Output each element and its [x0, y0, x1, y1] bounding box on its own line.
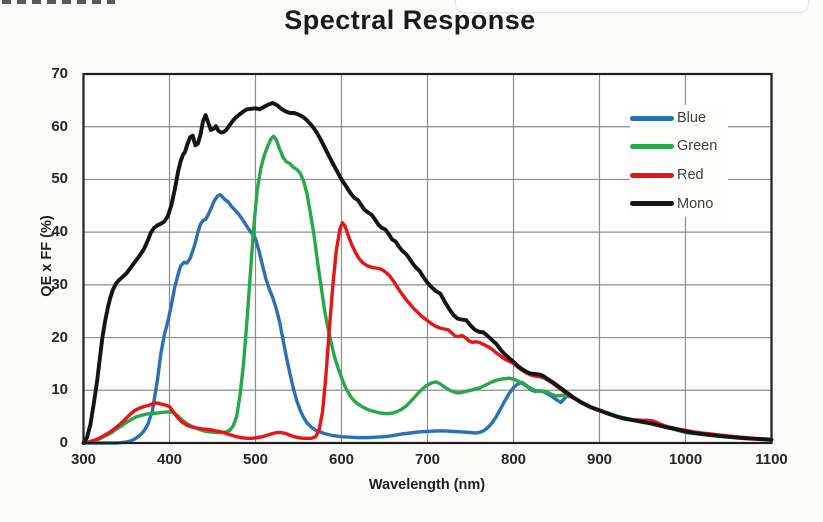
x-axis-title: Wavelength (nm)	[368, 477, 486, 493]
legend-swatch-green	[630, 144, 674, 150]
series-mono-curve	[81, 101, 774, 445]
x-tick-1100: 1100	[755, 451, 788, 468]
y-tick-70: 70	[51, 65, 68, 82]
legend-item-blue: Blue	[630, 106, 728, 130]
legend: Blue Green Red Mono	[630, 105, 728, 217]
y-tick-0: 0	[59, 434, 68, 451]
cropped-text-fragment	[2, 0, 115, 4]
y-tick-60: 60	[51, 117, 68, 135]
legend-label-blue: Blue	[677, 109, 707, 126]
y-tick-40: 40	[51, 223, 68, 241]
x-tick-500: 500	[242, 451, 269, 468]
y-tick-20: 20	[51, 328, 68, 346]
chart-title: Spectral Response	[284, 5, 536, 35]
plot-frame	[82, 72, 773, 445]
legend-label-green: Green	[677, 138, 718, 155]
legend-swatch-mono	[630, 201, 674, 207]
x-tick-600: 600	[328, 451, 355, 468]
legend-item-mono: Mono	[630, 192, 728, 216]
x-tick-800: 800	[500, 451, 527, 468]
legend-swatch-red	[630, 172, 674, 178]
legend-label-red: Red	[677, 167, 704, 184]
legend-item-red: Red	[630, 163, 728, 187]
legend-item-green: Green	[630, 135, 728, 159]
x-tick-1000: 1000	[668, 451, 703, 468]
x-tick-300: 300	[70, 451, 97, 468]
legend-label-mono: Mono	[677, 195, 714, 212]
y-tick-30: 30	[51, 275, 68, 293]
x-tick-900: 900	[586, 451, 613, 468]
x-tick-400: 400	[156, 451, 183, 468]
y-tick-50: 50	[51, 170, 68, 188]
legend-swatch-blue	[630, 115, 674, 121]
y-tick-10: 10	[51, 381, 68, 399]
x-tick-700: 700	[414, 451, 441, 468]
y-axis-title: QE x FF (%)	[39, 215, 55, 297]
